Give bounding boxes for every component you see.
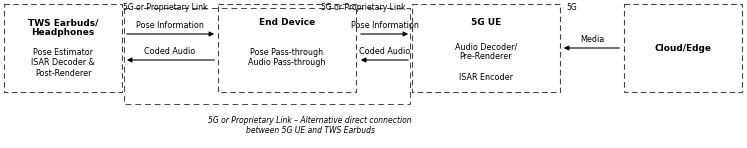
Text: Audio Decoder/
Pre-Renderer

ISAR Encoder: Audio Decoder/ Pre-Renderer ISAR Encoder xyxy=(455,42,517,82)
Text: Pose Pass-through
Audio Pass-through: Pose Pass-through Audio Pass-through xyxy=(248,48,326,67)
Text: TWS Earbuds/
Headphones: TWS Earbuds/ Headphones xyxy=(28,18,98,37)
Text: End Device: End Device xyxy=(259,18,315,27)
Text: Cloud/Edge: Cloud/Edge xyxy=(654,44,711,53)
Text: Pose Information: Pose Information xyxy=(351,21,419,30)
Bar xyxy=(624,4,742,92)
Bar xyxy=(4,4,122,92)
Bar xyxy=(124,8,410,104)
Text: Coded Audio: Coded Audio xyxy=(144,47,196,56)
Text: Pose Estimator
ISAR Decoder &
Post-Renderer: Pose Estimator ISAR Decoder & Post-Rende… xyxy=(31,48,95,78)
Text: Media: Media xyxy=(580,35,604,44)
Text: Pose Information: Pose Information xyxy=(136,21,204,30)
Text: 5G or Proprietary Link: 5G or Proprietary Link xyxy=(320,3,406,12)
Text: 5G or Proprietary Link: 5G or Proprietary Link xyxy=(123,3,207,12)
Bar xyxy=(218,4,356,92)
Text: 5G UE: 5G UE xyxy=(471,18,501,27)
Text: 5G: 5G xyxy=(567,3,577,12)
Text: Coded Audio: Coded Audio xyxy=(359,47,411,56)
Bar xyxy=(412,4,560,92)
Text: 5G or Proprietary Link – Alternative direct connection
between 5G UE and TWS Ear: 5G or Proprietary Link – Alternative dir… xyxy=(208,116,412,135)
